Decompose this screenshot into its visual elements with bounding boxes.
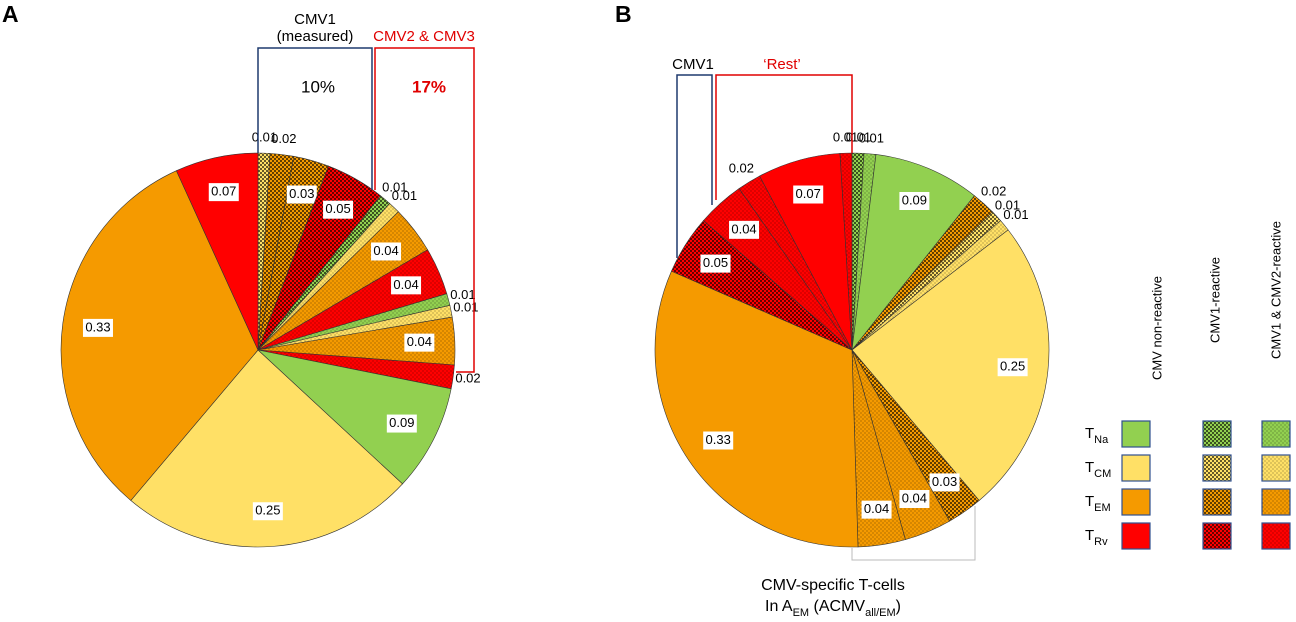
annotation: CMV2 & CMV3: [373, 28, 475, 45]
data-label: 0.01: [995, 197, 1020, 212]
label-box: [208, 183, 239, 202]
data-label: 0.07: [211, 184, 236, 199]
annotation: CMV-specific T-cells: [761, 577, 905, 594]
label-box: [861, 500, 892, 519]
data-label: 0.01: [382, 179, 407, 194]
label-box: [386, 414, 417, 433]
data-label: 0.04: [902, 490, 927, 505]
data-label: 0.02: [729, 161, 754, 176]
pie-slice: [130, 349, 403, 548]
panel-label: B: [615, 1, 632, 27]
pie-slice: [851, 229, 1050, 501]
label-box: [323, 200, 354, 219]
data-label: 0.03: [289, 186, 314, 201]
data-label: 0.01: [833, 130, 858, 145]
legend: CMV non-reactive CMV1-reactive CMV1 & CMV2…: [1085, 221, 1291, 550]
legend-row: TRv: [1085, 527, 1108, 548]
legend-swatch: [1202, 454, 1232, 482]
annotation: In AEM (ACMVall/EM): [765, 598, 901, 619]
pie-slice: [851, 154, 975, 352]
data-label: 0.05: [325, 201, 350, 216]
annotation: CMV1: [672, 56, 714, 73]
label-box: [729, 220, 760, 239]
data-label: 0.01: [392, 188, 417, 203]
label-box: [252, 502, 283, 521]
data-label: 0.01: [453, 300, 478, 315]
legend-swatch: [1202, 522, 1232, 550]
pie-slice: [60, 170, 259, 501]
data-label: 0.33: [85, 319, 110, 334]
data-label: 0.02: [271, 131, 296, 146]
data-label: 0.01: [1003, 207, 1028, 222]
legend-swatch: [1261, 522, 1291, 550]
annotation: 17%: [412, 77, 446, 96]
data-label: 0.09: [902, 192, 927, 207]
data-label: 0.04: [864, 501, 889, 516]
data-label: 0.25: [1000, 359, 1025, 374]
annotation: 10%: [301, 77, 335, 96]
pie-slice: [654, 270, 859, 548]
data-label: 0.01: [859, 130, 884, 145]
data-label: 0.04: [407, 334, 432, 349]
label-box: [899, 490, 930, 509]
pie-slice: [257, 349, 452, 485]
bracket: [715, 74, 853, 200]
data-label: 0.04: [731, 221, 756, 236]
pies: 0.010.020.030.050.010.010.040.040.010.01…: [60, 130, 1050, 548]
legend-swatch: [1261, 420, 1291, 448]
data-label: 0.02: [455, 370, 480, 385]
bracket: [257, 47, 373, 190]
label-box: [700, 254, 731, 273]
data-label: 0.04: [393, 277, 418, 292]
annotation: CMV1: [294, 11, 336, 28]
legend-row: TEM: [1085, 493, 1111, 514]
legend-swatch: [1121, 488, 1151, 516]
legend-swatch: [1202, 420, 1232, 448]
bracket: [374, 47, 475, 373]
data-label: 0.02: [981, 184, 1006, 199]
data-label: 0.07: [796, 186, 821, 201]
legend-swatch: [1261, 488, 1291, 516]
data-label: 0.05: [703, 255, 728, 270]
data-label: 0.33: [706, 432, 731, 447]
legend-row: TNa: [1085, 425, 1109, 446]
data-label: 0.03: [932, 474, 957, 489]
data-label: 0.25: [255, 503, 280, 518]
annotation: ‘Rest’: [763, 56, 801, 73]
label-box: [371, 242, 402, 261]
label-box: [703, 431, 734, 450]
legend-column: CMV1 & CMV2-reactive: [1268, 221, 1283, 359]
data-label: 0.04: [373, 243, 398, 258]
label-box: [929, 473, 960, 492]
annotation: (measured): [277, 28, 354, 45]
legend-swatch: [1121, 420, 1151, 448]
legend-swatch: [1121, 522, 1151, 550]
label-box: [997, 358, 1028, 377]
legend-column: CMV non-reactive: [1149, 276, 1164, 380]
bracket: [851, 506, 976, 561]
panel-label: A: [2, 1, 19, 27]
legend-swatch: [1121, 454, 1151, 482]
label-box: [404, 333, 435, 352]
label-box: [899, 191, 930, 210]
label-box: [286, 185, 317, 204]
legend-swatch: [1261, 454, 1291, 482]
label-box: [793, 185, 824, 204]
bracket: [676, 74, 713, 258]
legend-row: TCM: [1085, 459, 1111, 480]
data-label: 0.01: [450, 287, 475, 302]
data-label: 0.09: [389, 415, 414, 430]
label-box: [391, 276, 422, 295]
legend-swatch: [1202, 488, 1232, 516]
pie-slice: [176, 152, 259, 351]
legend-column: CMV1-reactive: [1207, 257, 1222, 343]
label-box: [82, 318, 113, 337]
